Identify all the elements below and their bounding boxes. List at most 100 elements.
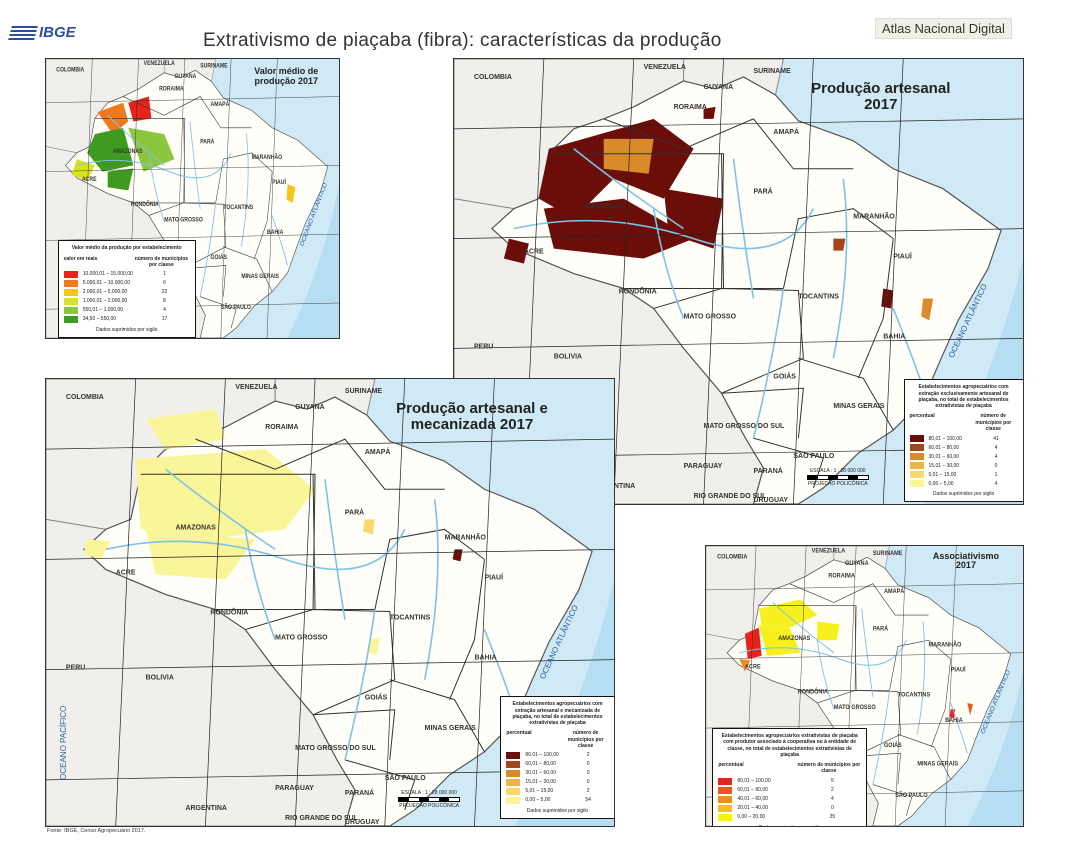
river (344, 609, 376, 761)
state-border (123, 96, 252, 129)
river (816, 640, 835, 710)
map-label-parana: PARANÁ (753, 466, 782, 475)
river (244, 529, 276, 640)
class-area (967, 702, 973, 716)
legend-swatch (718, 777, 733, 785)
legend-count: 4 (163, 307, 166, 314)
legend-range: 5.000,01 – 10.000,00 (82, 280, 130, 287)
legend-count: 0 (994, 462, 998, 469)
scale-bar: ESCALA : 1 : 28 000 000 PROJEÇÃO POLICÔNI… (806, 468, 869, 487)
legend-count: 22 (161, 289, 168, 296)
class-area (145, 409, 226, 450)
legend-swatch (63, 307, 78, 315)
river (423, 499, 439, 680)
legend-col-count: número de municípios por classe (797, 762, 861, 775)
map-label-matogrosso: MATO GROSSO (275, 635, 328, 642)
legend-col-count: número de municípios por classe (134, 255, 189, 268)
legend-title: Valor médio da produção por estabelecime… (71, 245, 182, 252)
legend-col-range: valor em reais (63, 255, 98, 262)
state-border (245, 609, 396, 716)
meridian (115, 379, 137, 826)
map-label-paraguay: PARAGUAY (684, 463, 723, 470)
legend-count: 5 (831, 777, 834, 784)
legend-count: 2 (586, 788, 590, 795)
legend-class: 10.000,01 – 15.000,00 1 (63, 271, 190, 279)
parallel (706, 652, 1023, 660)
class-area (503, 238, 529, 264)
map-label-parana: PARANÁ (345, 788, 374, 797)
legend-swatch (506, 788, 521, 796)
legend-count: 0 (586, 761, 590, 768)
legend-class: 5,01 – 15,00 2 (506, 788, 608, 796)
map-label-colombia: COLOMBIA (66, 394, 104, 401)
legend-class: 40,01 – 60,00 4 (718, 795, 861, 803)
legend-range: 80,01 – 100,00 (525, 752, 559, 759)
legend-note: Dados suprimidos por sigilo (718, 825, 861, 827)
map-label-goias: GOIÁS (773, 371, 796, 380)
river (105, 528, 406, 571)
legend-swatch (718, 804, 733, 812)
state-border (223, 246, 273, 292)
legend-count: 6 (163, 280, 166, 287)
legend-range: 5,01 – 15,00 (525, 788, 554, 795)
state-border (389, 679, 485, 753)
meridian (205, 379, 226, 826)
legend-count: 4 (994, 444, 998, 451)
ibge-flag-icon (8, 25, 38, 40)
map-label-venezuela: VENEZUELA (812, 548, 846, 554)
parallel (46, 165, 339, 172)
map-label-acre: ACRE (116, 569, 136, 576)
state-border (200, 296, 237, 329)
legend-swatch (909, 453, 924, 461)
legend-count: 54 (585, 797, 591, 804)
legend-class: 80,01 – 100,00 5 (718, 777, 861, 785)
legend-range: 5,01 – 15,00 (928, 471, 957, 478)
legend-count: 2 (586, 752, 590, 759)
meridian (793, 59, 814, 504)
legend-col-range: percentual (506, 730, 532, 737)
legend-class: 5,01 – 15,00 1 (909, 471, 1018, 479)
river (148, 152, 165, 222)
map-label-suriname: SURINAME (200, 63, 228, 70)
legend-count: 41 (993, 435, 999, 442)
state-border (817, 690, 901, 757)
map-label-guyana: GUYANA (704, 84, 734, 91)
legend-range: 1.000,01 – 2.000,00 (82, 298, 128, 305)
map-label-acre: ACRE (82, 177, 97, 184)
legend-range: 15,01 – 30,00 (928, 462, 960, 469)
map-label-piaui: PIAUÍ (272, 178, 286, 187)
map-label-ms: MATO GROSSO DO SUL (295, 745, 376, 752)
legend-col-count: número de municípios por classe (567, 730, 604, 749)
legend-range: 80,01 – 100,00 (928, 435, 962, 442)
map-label-guyana: GUYANA (845, 561, 869, 567)
map-label-rondonia: RONDÔNIA (619, 286, 657, 295)
legend-note: Dados suprimidos por sigilo (96, 327, 158, 334)
map-label-suriname: SURINAME (345, 388, 382, 395)
legend-count: 4 (831, 795, 834, 802)
map-label-roraima: RORAIMA (159, 86, 184, 93)
legend-swatch (63, 298, 78, 306)
map-label-guyana: GUYANA (175, 73, 197, 80)
class-area (739, 659, 751, 672)
state-border (857, 238, 894, 379)
map-label-para: PARÁ (873, 625, 889, 632)
class-area (921, 298, 934, 321)
legend-range: 550,01 – 1.000,00 (82, 307, 124, 314)
map-label-para: PARÁ (753, 187, 772, 196)
map-label-colombia: COLOMBIA (717, 554, 748, 560)
legend-range: 34,50 – 550,00 (82, 316, 117, 323)
map-label-uruguay: URUGUAY (345, 819, 380, 826)
projection-text: PROJEÇÃO POLICÔNICA (399, 803, 460, 810)
map-label-minas: MINAS GERAIS (833, 403, 884, 410)
map-title: Produção artesanal 2017 (811, 80, 951, 113)
parallel (454, 118, 1023, 130)
legend-note: Dados suprimidos por sigilo (932, 491, 995, 498)
map-title: Valor médio de produção 2017 (254, 66, 319, 86)
meridian (613, 59, 635, 504)
state-border (798, 357, 894, 431)
legend-swatch (63, 316, 78, 324)
legend-swatch (506, 770, 521, 778)
map-label-sp: SÃO PAULO (385, 773, 426, 782)
atlas-label: Atlas Nacional Digital (875, 18, 1012, 39)
state-border (782, 208, 894, 289)
